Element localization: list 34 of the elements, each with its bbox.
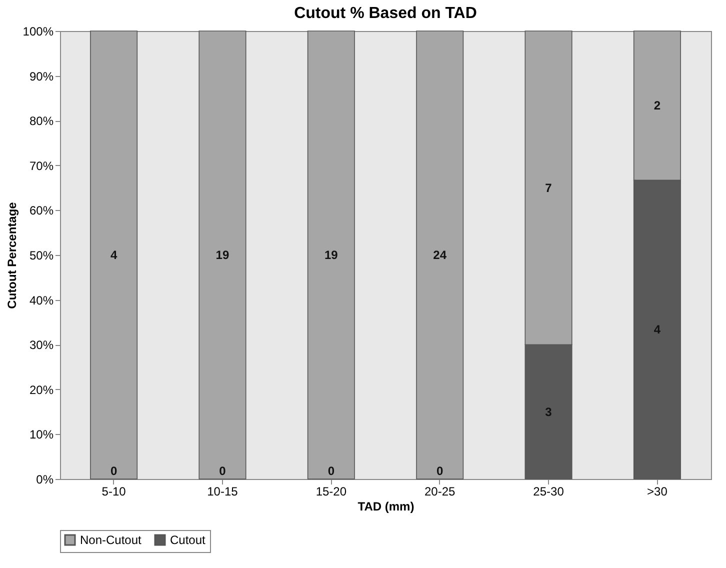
x-tick-label: 5-10 bbox=[102, 484, 126, 498]
y-tick-label: 70% bbox=[29, 158, 54, 173]
y-tick-label: 0% bbox=[36, 472, 54, 486]
y-tick-label: 30% bbox=[29, 338, 54, 352]
annotation: 19 bbox=[324, 248, 338, 262]
x-axis-title: TAD (mm) bbox=[358, 500, 414, 514]
annotation: 4 bbox=[110, 248, 118, 262]
y-tick-label: 40% bbox=[29, 293, 54, 308]
annotation: 24 bbox=[433, 248, 447, 262]
annotation: 0 bbox=[328, 464, 335, 478]
x-tick-label: 15-20 bbox=[316, 484, 347, 498]
chart-title: Cutout % Based on TAD bbox=[294, 5, 477, 22]
legend-label: Non-Cutout bbox=[80, 533, 142, 547]
x-tick-label: >30 bbox=[647, 484, 668, 498]
y-tick-label: 60% bbox=[29, 204, 54, 218]
y-tick-label: 90% bbox=[29, 69, 54, 84]
y-tick-label: 20% bbox=[29, 382, 54, 397]
annotation: 3 bbox=[545, 404, 552, 419]
annotation: 2 bbox=[654, 98, 661, 113]
y-tick-label: 10% bbox=[29, 428, 54, 442]
annotation: 0 bbox=[436, 464, 444, 478]
x-tick-label: 20-25 bbox=[424, 484, 456, 498]
y-tick-label: 50% bbox=[29, 248, 54, 262]
legend-label: Cutout bbox=[170, 533, 206, 547]
annotation: 0 bbox=[110, 464, 118, 478]
annotation: 7 bbox=[545, 180, 552, 195]
y-tick-label: 80% bbox=[29, 114, 54, 128]
annotation: 0 bbox=[219, 464, 226, 478]
y-axis-title: Cutout Percentage bbox=[4, 202, 19, 309]
x-tick-label: 25-30 bbox=[533, 484, 564, 498]
y-tick-label: 100% bbox=[22, 24, 54, 38]
annotation: 19 bbox=[216, 248, 230, 262]
x-tick-label: 10-15 bbox=[207, 484, 238, 498]
annotation: 4 bbox=[654, 322, 661, 337]
